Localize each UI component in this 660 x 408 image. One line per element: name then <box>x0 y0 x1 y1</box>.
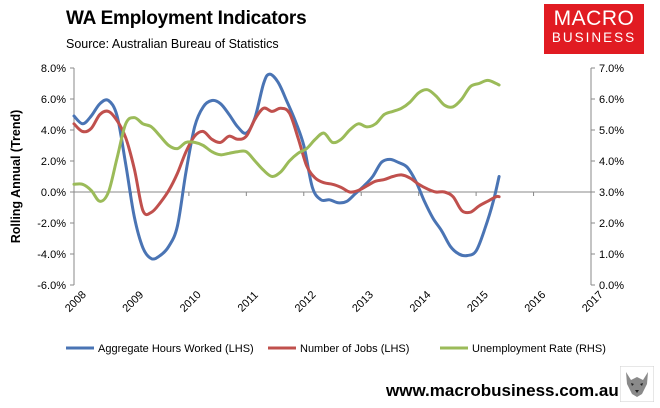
legend-label: Number of Jobs (LHS) <box>300 343 409 355</box>
x-tick-label: 2009 <box>120 289 146 315</box>
website-url: www.macrobusiness.com.au <box>386 381 619 400</box>
x-tick-label: 2017 <box>580 289 606 315</box>
x-tick-label: 2008 <box>63 289 89 315</box>
x-tick-label: 2013 <box>350 289 376 315</box>
y-axis-title: Rolling Annual (Trend) <box>9 110 23 244</box>
y-right-tick-label: 1.0% <box>599 249 624 261</box>
y-left-tick-label: -6.0% <box>37 280 66 292</box>
x-tick-label: 2011 <box>236 289 261 314</box>
y-right-tick-label: 6.0% <box>599 94 624 106</box>
y-left-tick-label: 0.0% <box>41 187 66 199</box>
legend-label: Unemployment Rate (RHS) <box>472 343 606 355</box>
y-left-tick-label: 2.0% <box>41 156 66 168</box>
x-tick-label: 2014 <box>408 289 434 315</box>
y-left-tick-label: 4.0% <box>41 125 66 137</box>
y-left-tick-label: -2.0% <box>37 218 66 230</box>
x-tick-label: 2016 <box>523 289 549 315</box>
y-right-tick-label: 2.0% <box>599 218 624 230</box>
series-line-jobs <box>72 106 501 217</box>
y-left-tick-label: 6.0% <box>41 94 66 106</box>
y-left-tick-label: 8.0% <box>41 63 66 75</box>
series-line-hours <box>72 72 501 261</box>
y-right-tick-label: 3.0% <box>599 187 624 199</box>
y-right-tick-label: 4.0% <box>599 156 624 168</box>
y-left-tick-label: -4.0% <box>37 249 66 261</box>
series-line-unemployment <box>72 78 501 203</box>
chart-title: WA Employment Indicators <box>66 8 307 29</box>
y-right-tick-label: 7.0% <box>599 63 624 75</box>
x-tick-label: 2012 <box>293 289 319 315</box>
logo-line-2: BUSINESS <box>551 30 637 45</box>
x-tick-label: 2015 <box>465 289 491 315</box>
x-tick-label: 2010 <box>178 289 204 315</box>
logo-line-1: MACRO <box>553 7 635 30</box>
wolf-logo-icon <box>620 366 654 402</box>
brand-logo: MACRO BUSINESS <box>544 4 644 54</box>
y-right-tick-label: 0.0% <box>599 280 624 292</box>
chart-source: Source: Australian Bureau of Statistics <box>66 37 279 51</box>
legend-label: Aggregate Hours Worked (LHS) <box>98 343 254 355</box>
y-right-tick-label: 5.0% <box>599 125 624 137</box>
